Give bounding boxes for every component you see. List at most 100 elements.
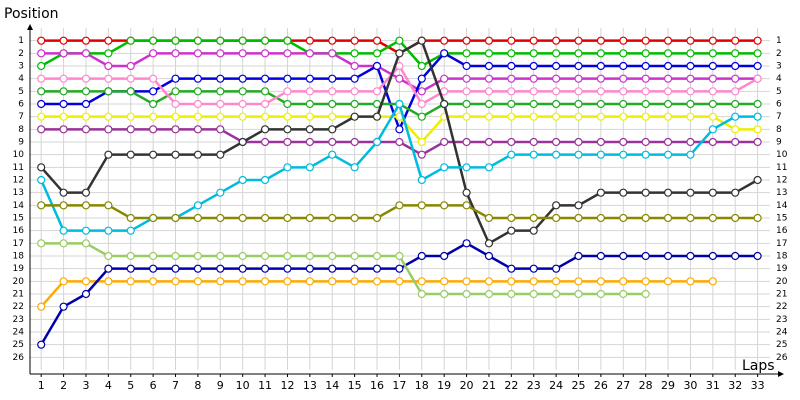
- lap-marker: [59, 226, 68, 235]
- y-tick-label-right: 12: [776, 176, 787, 186]
- lap-marker: [731, 112, 740, 121]
- lap-marker: [37, 125, 46, 134]
- lap-marker: [350, 36, 359, 45]
- lap-marker: [529, 61, 538, 71]
- lap-marker: [59, 74, 68, 83]
- lap-marker: [260, 175, 270, 185]
- lap-marker: [216, 36, 225, 45]
- lap-marker: [126, 251, 135, 261]
- y-tick-label-right: 1: [776, 36, 782, 46]
- lap-marker: [372, 251, 382, 261]
- lap-marker: [708, 137, 717, 147]
- lap-marker: [731, 61, 740, 71]
- lap-marker: [260, 36, 270, 45]
- lap-marker: [574, 150, 583, 159]
- lap-marker: [104, 251, 113, 261]
- lap-marker: [59, 99, 68, 109]
- x-tick-label: 25: [572, 379, 586, 392]
- lap-marker: [529, 277, 538, 286]
- lap-marker: [641, 137, 650, 147]
- y-tick-label-right: 14: [776, 201, 788, 211]
- lap-marker: [507, 150, 516, 159]
- y-tick-label: 1: [18, 36, 24, 46]
- x-tick-label: 31: [706, 379, 720, 392]
- lap-marker: [552, 49, 561, 58]
- y-tick-label-right: 19: [776, 264, 788, 274]
- lap-marker: [81, 112, 91, 121]
- lap-marker: [417, 277, 426, 286]
- x-tick-label: 28: [639, 379, 653, 392]
- lap-marker: [37, 87, 46, 96]
- lap-marker: [484, 74, 494, 83]
- lap-marker: [81, 289, 91, 299]
- lap-marker: [663, 112, 673, 121]
- lap-marker: [417, 99, 426, 109]
- lap-marker: [372, 213, 382, 223]
- lap-marker: [641, 289, 650, 299]
- lap-marker: [731, 213, 740, 223]
- lap-marker: [440, 277, 449, 286]
- lap-marker: [484, 289, 494, 299]
- lap-marker: [753, 213, 762, 223]
- y-tick-label-right: 20: [776, 277, 788, 287]
- lap-marker: [686, 277, 695, 286]
- lap-marker: [574, 213, 583, 223]
- lap-marker: [641, 99, 650, 109]
- lap-marker: [507, 226, 516, 235]
- lap-marker: [126, 125, 135, 134]
- lap-marker: [619, 49, 628, 58]
- x-tick-label: 5: [127, 379, 134, 392]
- lap-marker: [395, 264, 404, 273]
- x-tick-label: 13: [303, 379, 317, 392]
- lap-marker: [731, 36, 740, 45]
- lap-marker: [663, 61, 673, 71]
- lap-marker: [507, 36, 516, 45]
- y-tick-label-right: 2: [776, 49, 782, 59]
- lap-marker: [283, 125, 292, 134]
- lap-marker: [462, 112, 471, 121]
- lap-marker: [37, 201, 46, 210]
- lap-marker: [462, 239, 471, 248]
- lap-marker: [529, 112, 538, 121]
- lap-marker: [753, 137, 762, 147]
- lap-marker: [372, 112, 382, 121]
- y-tick-label: 3: [18, 62, 24, 72]
- lap-marker: [193, 264, 203, 273]
- x-tick-label: 33: [751, 379, 765, 392]
- lap-marker: [193, 277, 203, 286]
- lap-marker: [260, 112, 270, 121]
- y-tick-label-right: 17: [776, 239, 787, 249]
- lap-marker: [507, 99, 516, 109]
- lap-marker: [596, 74, 605, 83]
- lap-marker: [305, 264, 314, 273]
- lap-marker: [81, 277, 91, 286]
- lap-marker: [305, 87, 314, 96]
- lap-marker: [260, 125, 270, 134]
- lap-marker: [440, 74, 449, 83]
- lap-marker: [440, 163, 449, 172]
- x-tick-label: 10: [236, 379, 250, 392]
- lap-marker: [663, 188, 673, 197]
- lap-marker: [81, 125, 91, 134]
- lap-marker: [462, 61, 471, 71]
- lap-marker: [328, 112, 337, 121]
- lap-marker: [753, 251, 762, 261]
- y-tick-label: 19: [13, 264, 25, 274]
- x-axis-title: Laps: [742, 358, 775, 374]
- lap-marker: [596, 137, 605, 147]
- y-tick-label-right: 10: [776, 150, 788, 160]
- lap-marker: [305, 74, 314, 83]
- lap-marker: [686, 150, 695, 159]
- lap-marker: [484, 49, 494, 58]
- x-tick-label: 15: [348, 379, 362, 392]
- lap-marker: [574, 49, 583, 58]
- lap-marker: [417, 112, 426, 121]
- lap-marker: [552, 99, 561, 109]
- x-tick-label: 22: [504, 379, 518, 392]
- lap-marker: [641, 251, 650, 261]
- lap-marker: [238, 36, 247, 45]
- y-tick-label-right: 18: [776, 252, 788, 262]
- lap-marker: [104, 125, 113, 134]
- lap-marker: [484, 112, 494, 121]
- y-tick-label: 21: [13, 290, 24, 300]
